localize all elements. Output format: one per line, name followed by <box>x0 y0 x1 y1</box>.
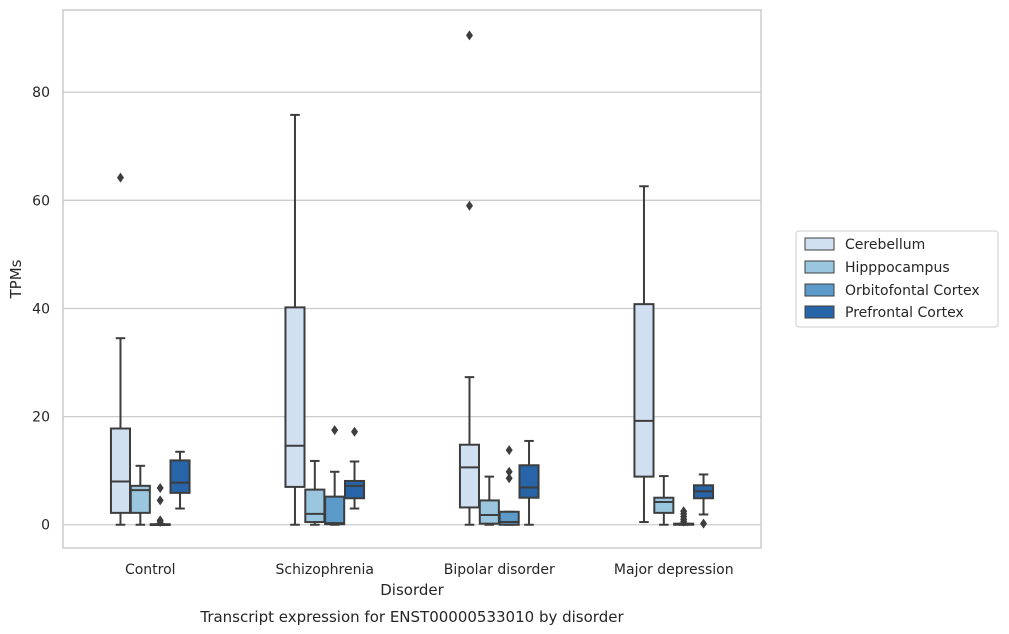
box-iqr <box>109 427 132 514</box>
outlier-point <box>116 172 124 183</box>
plot-background <box>63 10 761 548</box>
box-orbitofontal-cortex <box>324 425 346 526</box>
legend-label-hippocampus: Hipppocampus <box>845 260 950 276</box>
outlier-point <box>156 482 164 493</box>
y-axis-ticks: 0 20 40 60 80 <box>32 85 50 534</box>
box-iqr <box>284 306 306 488</box>
box-iqr <box>633 303 655 478</box>
box-prefrontal-cortex <box>343 426 366 510</box>
x-axis-title: Disorder <box>380 581 444 599</box>
legend-frame <box>795 230 999 328</box>
box-iqr <box>458 443 481 509</box>
legend-label-prefrontal: Prefrontal Cortex <box>845 305 964 321</box>
box-prefrontal-cortex <box>169 450 191 510</box>
y-tick-label: 20 <box>32 410 50 426</box>
y-tick-label: 40 <box>32 301 50 317</box>
box-iqr <box>518 464 540 499</box>
outlier-point <box>505 445 513 456</box>
box-prefrontal-cortex <box>518 439 540 526</box>
outlier-point <box>505 473 513 484</box>
box-iqr <box>478 499 500 525</box>
box-iqr <box>169 459 191 494</box>
box-iqr <box>129 484 151 514</box>
box-cerebellum <box>284 113 306 526</box>
outlier-point <box>351 426 359 437</box>
x-tick-label: Schizophrenia <box>276 562 374 578</box>
outlier-point <box>465 30 473 41</box>
box-groups <box>109 30 715 529</box>
box-hipppocampus <box>653 475 675 526</box>
outlier-point <box>331 425 339 436</box>
y-tick-label: 60 <box>32 193 50 209</box>
outlier-point <box>680 506 688 517</box>
box-orbitofontal-cortex <box>498 445 520 526</box>
box-cerebellum <box>633 185 655 524</box>
box-orbitofontal-cortex <box>149 482 171 528</box>
box-orbitofontal-cortex <box>673 506 695 527</box>
x-tick-label: Bipolar disorder <box>444 562 555 578</box>
legend-swatch-hippocampus <box>804 260 835 274</box>
box-iqr <box>304 488 326 524</box>
legend-label-cerebellum: Cerebellum <box>845 237 925 253</box>
box-iqr <box>324 495 346 526</box>
legend-label-orbitofrontal: Orbitofontal Cortex <box>845 283 980 299</box>
box-iqr <box>343 479 366 500</box>
y-tick-label: 80 <box>32 85 50 101</box>
chart-caption: Transcript expression for ENST0000053301… <box>199 608 624 626</box>
box-cerebellum <box>458 30 481 526</box>
legend: Cerebellum Hipppocampus Orbitofontal Cor… <box>795 230 999 328</box>
box-hipppocampus <box>129 464 151 526</box>
legend-swatch-cerebellum <box>804 237 835 251</box>
x-tick-label: Control <box>125 562 176 578</box>
outlier-point <box>505 466 513 477</box>
box-prefrontal-cortex <box>692 473 715 529</box>
y-axis-title: TPMs <box>7 259 25 299</box>
legend-swatch-prefrontal <box>804 305 835 319</box>
x-tick-label: Major depression <box>614 562 734 578</box>
outlier-point <box>700 518 708 529</box>
plot-frame <box>62 9 762 549</box>
outlier-point <box>465 200 473 211</box>
x-axis-ticks: Control Schizophrenia Bipolar disorder Majo… <box>125 562 734 578</box>
outlier-point <box>156 495 164 506</box>
y-tick-label: 0 <box>41 518 50 534</box>
legend-swatch-orbitofrontal <box>804 283 835 297</box>
box-cerebellum <box>109 172 132 526</box>
outlier-point <box>156 515 164 526</box>
box-iqr <box>653 496 675 514</box>
